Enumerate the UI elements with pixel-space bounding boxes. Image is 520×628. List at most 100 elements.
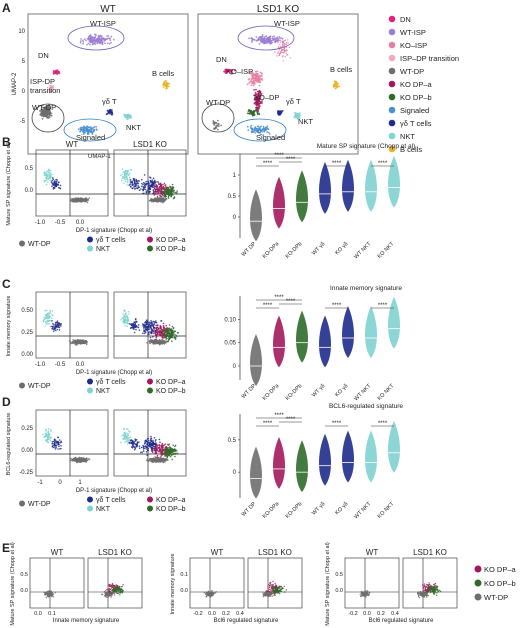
panel-letter: D <box>2 395 11 409</box>
point <box>256 70 259 73</box>
point <box>278 112 280 115</box>
point <box>282 48 284 51</box>
point <box>264 40 267 43</box>
point <box>153 194 156 196</box>
point <box>177 332 179 334</box>
point <box>161 460 164 462</box>
point <box>250 111 253 114</box>
point <box>49 179 51 181</box>
point <box>145 328 148 331</box>
point <box>108 42 111 45</box>
point <box>277 39 280 42</box>
point <box>84 459 87 461</box>
point <box>94 43 97 45</box>
point <box>135 320 138 323</box>
point <box>53 180 56 182</box>
point <box>144 320 147 323</box>
point <box>121 317 124 319</box>
point <box>132 178 135 181</box>
category-label: KO-DPa <box>262 501 281 520</box>
point <box>156 456 158 459</box>
point <box>143 327 145 329</box>
point <box>50 325 52 328</box>
point <box>90 127 92 129</box>
point <box>148 443 151 445</box>
point <box>145 451 148 453</box>
cluster-label: DN <box>216 55 227 64</box>
point <box>159 441 161 444</box>
point <box>258 128 261 131</box>
point <box>44 309 46 312</box>
point <box>255 109 258 112</box>
point <box>167 85 169 88</box>
point <box>170 194 173 196</box>
point <box>51 445 54 448</box>
point <box>47 178 50 180</box>
point <box>44 434 47 437</box>
point <box>144 184 146 186</box>
sig-label: **** <box>286 417 296 423</box>
point <box>154 440 157 442</box>
legend-label: KO DP–b <box>156 506 186 513</box>
point <box>170 449 172 451</box>
point <box>253 39 256 41</box>
axis-label: UMAP-1 <box>88 154 111 160</box>
point <box>129 436 132 439</box>
point <box>295 112 297 115</box>
point <box>252 112 255 115</box>
tick-label: 0.05 <box>224 341 236 347</box>
point <box>82 39 84 42</box>
point <box>133 448 136 451</box>
point <box>95 125 97 128</box>
point <box>88 197 91 199</box>
violin <box>319 433 331 486</box>
point <box>45 320 47 323</box>
point <box>147 440 150 442</box>
point <box>129 172 131 175</box>
point <box>257 77 260 80</box>
tick-label: -1 <box>37 480 43 486</box>
legend-marker <box>19 240 25 247</box>
legend-label: KO–ISP <box>400 41 427 50</box>
point <box>217 122 220 125</box>
point <box>167 327 170 330</box>
point <box>137 182 140 185</box>
point <box>50 173 52 175</box>
point <box>166 452 169 454</box>
point <box>142 183 144 186</box>
sig-label: **** <box>378 303 388 309</box>
point <box>85 39 87 42</box>
point <box>259 91 261 94</box>
point <box>46 175 48 178</box>
point <box>258 42 261 45</box>
axis-label: BCL6-regulated signature <box>6 413 12 476</box>
legend-label: ISP–DP transition <box>400 54 459 63</box>
point <box>171 331 173 333</box>
point <box>151 186 154 188</box>
point <box>59 439 61 441</box>
point <box>52 85 55 87</box>
point <box>130 168 133 171</box>
legend-label: NKT <box>400 132 415 141</box>
point <box>263 42 266 45</box>
point <box>157 327 160 329</box>
point <box>42 114 45 117</box>
point <box>170 328 172 330</box>
point <box>268 36 271 39</box>
cluster-label: Signaled <box>256 133 285 142</box>
axis-label: Mature SP signature (Chopp et al) <box>6 142 12 226</box>
point <box>48 110 51 112</box>
point <box>123 434 126 437</box>
point <box>126 115 129 117</box>
point <box>50 595 52 597</box>
point <box>152 177 155 180</box>
point <box>154 338 157 341</box>
point <box>81 458 84 460</box>
point <box>152 320 155 323</box>
point <box>58 329 61 331</box>
point <box>156 324 159 327</box>
point <box>154 343 157 345</box>
point <box>48 438 50 441</box>
point <box>110 596 112 598</box>
